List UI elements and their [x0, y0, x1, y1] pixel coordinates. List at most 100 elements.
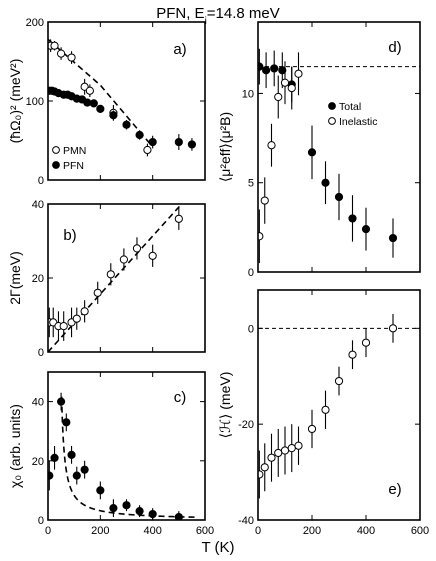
marker [361, 225, 371, 234]
data-point [270, 50, 279, 87]
panel-label-d: d) [388, 39, 401, 56]
plot-area-d [258, 48, 420, 264]
plot-area-c [48, 392, 195, 520]
data-point [96, 481, 105, 500]
marker [72, 471, 81, 480]
data-point [122, 119, 131, 130]
data-point [148, 135, 157, 149]
data-point [93, 281, 102, 304]
data-point [80, 300, 89, 323]
y-tick-label: 0 [248, 267, 254, 279]
data-point [388, 313, 398, 343]
data-point [258, 48, 264, 85]
data-point [109, 499, 118, 518]
data-point [80, 460, 89, 479]
marker [50, 453, 59, 462]
data-point [287, 66, 296, 110]
data-point [307, 125, 317, 180]
data-point [143, 143, 152, 157]
y-tick-label: 0 [38, 175, 44, 187]
marker [80, 465, 89, 474]
data-point [321, 390, 330, 429]
plot-area-e [258, 313, 420, 499]
panel-label-e: e) [388, 481, 401, 498]
data-point [89, 99, 98, 108]
panel-a: 0 100 200 (ħΩ₀)² (meV²) a) PMN PFN [7, 17, 206, 187]
data-point [361, 207, 371, 251]
y-tick-label: 0 [248, 323, 254, 335]
legend-a: PMN PFN [52, 145, 86, 172]
y-axis-label-d: ⟨μ²eff⟩(μ²B) [217, 112, 233, 182]
marker [135, 507, 144, 516]
marker [270, 64, 279, 73]
fit-line-a [48, 38, 154, 148]
marker [307, 424, 317, 434]
series-d-total [258, 48, 398, 258]
data-point [106, 263, 115, 286]
data-point [307, 409, 317, 449]
legend-marker [328, 102, 336, 110]
marker [294, 69, 303, 78]
marker [122, 501, 131, 510]
data-point [262, 52, 271, 89]
marker [174, 512, 183, 520]
data-point [50, 40, 59, 51]
data-point [287, 424, 296, 473]
y-tick-label: 20 [32, 273, 44, 285]
marker [278, 66, 287, 75]
x-tick-label: 400 [357, 525, 375, 537]
marker [267, 141, 276, 150]
marker [294, 441, 303, 450]
legend-d: Total Inelastic [328, 101, 378, 128]
legend-marker [52, 146, 60, 154]
data-point [56, 392, 66, 411]
marker [174, 137, 183, 147]
data-point [49, 307, 58, 338]
data-point [59, 311, 68, 341]
legend-label: Total [339, 101, 361, 113]
x-tick-label: 200 [91, 525, 109, 537]
y-tick-label: 40 [32, 199, 44, 211]
y-tick-label: -20 [238, 419, 254, 431]
y-tick-label: 0 [38, 347, 44, 359]
data-point [361, 328, 371, 358]
marker [274, 448, 283, 458]
panel-b: 0 20 40 2Γ(meV) b) [7, 199, 206, 359]
data-point [294, 52, 303, 96]
y-tick-label: 10 [242, 88, 254, 100]
data-point [334, 366, 344, 396]
legend-label: Inelastic [339, 116, 378, 128]
legend-label: PFN [63, 160, 84, 172]
marker [258, 470, 264, 479]
marker [280, 446, 290, 455]
marker [72, 314, 81, 323]
data-point [258, 209, 264, 264]
data-point [174, 511, 183, 520]
data-point [96, 104, 105, 114]
marker [274, 92, 283, 102]
marker [48, 471, 54, 480]
figure-title: PFN, Ei=14.8 meV [156, 5, 280, 27]
marker [187, 140, 197, 149]
y-tick-label: 100 [26, 96, 44, 108]
data-point [267, 123, 276, 167]
fit-curve-c [60, 396, 195, 518]
data-point [187, 138, 197, 151]
data-point [148, 244, 157, 267]
marker [260, 196, 269, 205]
data-point [56, 47, 66, 60]
marker [67, 450, 76, 459]
marker [388, 233, 398, 243]
panel-label-b: b) [63, 227, 76, 244]
data-point [122, 499, 131, 512]
marker [143, 145, 152, 155]
panel-e: 0 200 400 600 -40 -20 0 ⟨ℋ⟩ (meV) e) [217, 289, 429, 537]
marker [109, 111, 118, 120]
marker [321, 178, 330, 187]
marker [267, 453, 276, 462]
axes-frame-d [257, 21, 421, 273]
data-point [274, 428, 283, 477]
marker [135, 130, 144, 140]
marker [93, 288, 102, 297]
marker [106, 270, 115, 279]
